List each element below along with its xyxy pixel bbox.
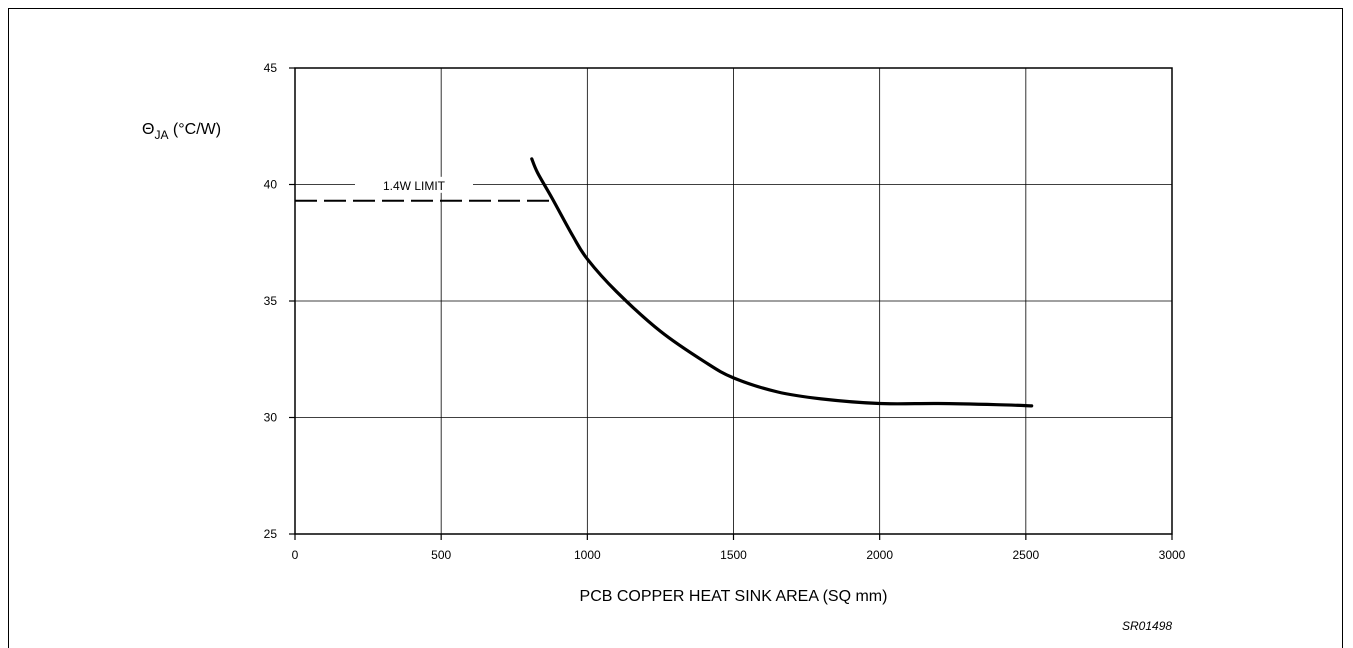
figure-id: SR01498	[1122, 619, 1172, 633]
x-tick-label: 3000	[1159, 548, 1186, 562]
data-line	[530, 157, 1034, 408]
figure-frame	[8, 8, 1343, 648]
y-tick-label: 25	[264, 527, 278, 541]
x-axis-ticks: 0 500 1000 1500 2000 2500 3000	[292, 534, 1186, 562]
y-tick-label: 45	[264, 61, 278, 75]
x-tick-label: 1000	[574, 548, 601, 562]
limit-label-background	[355, 176, 473, 193]
limit-label: 1.4W LIMIT	[383, 179, 446, 193]
grid	[294, 67, 1173, 535]
x-axis-label: PCB COPPER HEAT SINK AREA (SQ mm)	[580, 588, 888, 605]
x-tick-label: 0	[292, 548, 299, 562]
y-axis-label: ΘJA (°C/W)	[142, 121, 221, 142]
y-tick-label: 30	[264, 411, 278, 425]
y-axis-ticks: 25 30 35 40 45	[264, 61, 295, 541]
x-tick-label: 2000	[866, 548, 893, 562]
x-tick-label: 2500	[1012, 548, 1039, 562]
x-tick-label: 500	[431, 548, 451, 562]
y-axis-label-subscript: JA	[154, 128, 168, 142]
y-axis-label-unit: (°C/W)	[168, 121, 221, 138]
x-tick-label: 1500	[720, 548, 747, 562]
limit-annotation: 1.4W LIMIT	[295, 176, 553, 202]
y-axis-label-symbol: Θ	[142, 121, 154, 138]
y-tick-label: 35	[264, 294, 278, 308]
y-tick-label: 40	[264, 178, 278, 192]
